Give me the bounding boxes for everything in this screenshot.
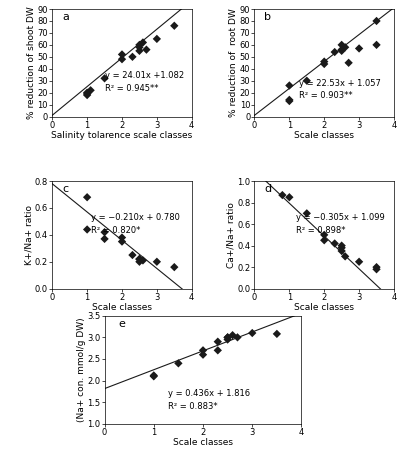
Point	[373, 41, 379, 48]
Y-axis label: Ca+/Na+ ratio: Ca+/Na+ ratio	[226, 202, 235, 268]
Point	[338, 248, 344, 255]
Point	[118, 51, 125, 58]
Point	[153, 35, 160, 42]
Point	[286, 82, 292, 89]
Point	[338, 242, 344, 249]
Point	[136, 255, 142, 262]
Point	[303, 77, 309, 84]
Text: y = 22.53x + 1.057
R² = 0.903**: y = 22.53x + 1.057 R² = 0.903**	[298, 79, 380, 101]
Point	[136, 41, 142, 48]
Point	[224, 334, 230, 341]
Point	[338, 41, 344, 48]
Point	[214, 347, 221, 354]
Point	[224, 334, 230, 341]
Point	[84, 89, 90, 96]
Point	[224, 336, 230, 343]
Text: y = −0.210x + 0.780
R² = 0.820*: y = −0.210x + 0.780 R² = 0.820*	[91, 213, 180, 235]
Text: e: e	[118, 319, 125, 329]
Point	[341, 253, 348, 260]
Point	[84, 226, 90, 233]
Point	[118, 234, 125, 241]
Point	[150, 372, 156, 379]
Point	[199, 347, 206, 354]
Point	[320, 237, 327, 244]
X-axis label: Scale classes: Scale classes	[172, 438, 233, 447]
Point	[101, 229, 107, 236]
Point	[136, 258, 142, 265]
Point	[373, 263, 379, 271]
Point	[303, 210, 309, 217]
Y-axis label: % reduction of shoot DW: % reduction of shoot DW	[27, 6, 36, 119]
Point	[84, 193, 90, 201]
Point	[248, 329, 255, 336]
Point	[278, 192, 285, 199]
Y-axis label: % reduction of  root DW: % reduction of root DW	[229, 9, 238, 117]
Point	[150, 373, 156, 380]
Text: y = 24.01x +1.082
R² = 0.945**: y = 24.01x +1.082 R² = 0.945**	[105, 71, 184, 93]
Point	[338, 46, 344, 53]
Point	[331, 240, 337, 247]
Point	[129, 53, 135, 60]
Point	[229, 331, 235, 339]
Text: c: c	[62, 184, 68, 194]
Point	[199, 351, 206, 358]
Point	[341, 44, 348, 51]
Point	[331, 48, 337, 55]
Point	[140, 257, 146, 264]
Point	[273, 330, 279, 337]
Point	[175, 360, 181, 367]
Text: d: d	[263, 184, 271, 194]
Point	[153, 258, 160, 265]
Point	[101, 235, 107, 243]
Text: b: b	[263, 12, 271, 22]
Point	[140, 39, 146, 46]
Point	[118, 238, 125, 245]
Point	[84, 92, 90, 99]
Point	[286, 193, 292, 201]
Point	[136, 44, 142, 51]
Point	[129, 251, 135, 258]
Point	[338, 244, 344, 251]
Point	[171, 22, 177, 29]
Text: y = −0.305x + 1.099
R² = 0.898*: y = −0.305x + 1.099 R² = 0.898*	[296, 213, 384, 235]
X-axis label: Scale classes: Scale classes	[294, 303, 353, 312]
X-axis label: Scale classes: Scale classes	[92, 303, 152, 312]
Point	[320, 231, 327, 239]
Point	[234, 334, 240, 341]
Point	[344, 59, 351, 66]
Point	[373, 17, 379, 24]
Point	[286, 96, 292, 103]
Point	[84, 90, 90, 97]
X-axis label: Salinity tolarence scale classes: Salinity tolarence scale classes	[51, 131, 192, 140]
Point	[320, 58, 327, 65]
Point	[373, 266, 379, 273]
Point	[171, 263, 177, 271]
Point	[87, 87, 93, 94]
Y-axis label: K+/Na+ ratio: K+/Na+ ratio	[24, 205, 33, 265]
Point	[143, 46, 149, 53]
Point	[355, 258, 361, 265]
Text: a: a	[62, 12, 69, 22]
Text: y = 0.436x + 1.816
R² = 0.883*: y = 0.436x + 1.816 R² = 0.883*	[167, 389, 249, 411]
Point	[320, 60, 327, 68]
Point	[338, 47, 344, 55]
Point	[101, 75, 107, 82]
Y-axis label: (Na+ con. mmol/g DW): (Na+ con. mmol/g DW)	[77, 318, 85, 422]
Point	[286, 97, 292, 105]
Point	[136, 255, 142, 262]
Point	[214, 338, 221, 345]
Point	[355, 45, 361, 52]
Point	[136, 47, 142, 55]
X-axis label: Scale classes: Scale classes	[294, 131, 353, 140]
Point	[118, 55, 125, 63]
